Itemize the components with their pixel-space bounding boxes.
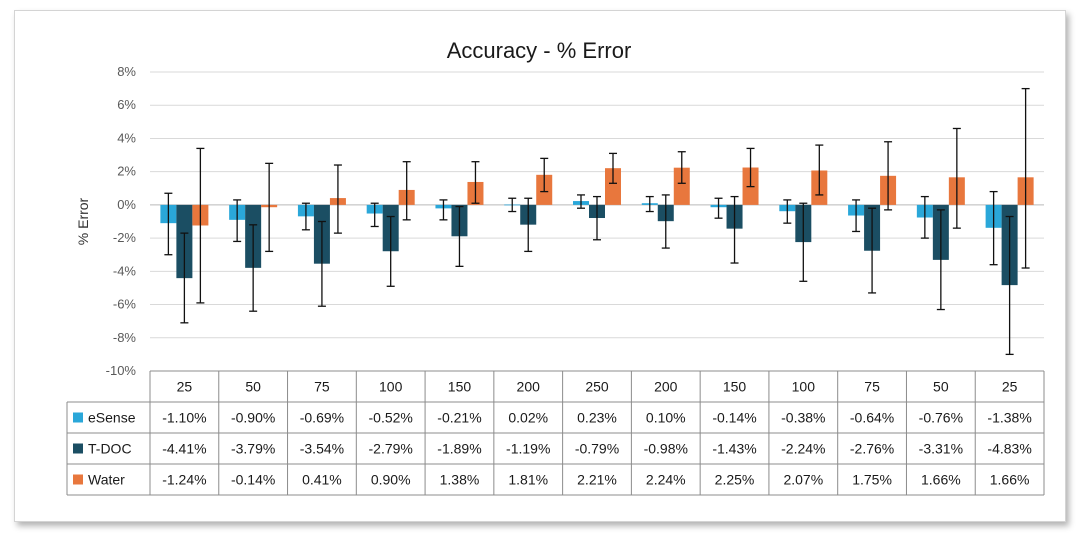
x-category-label: 75 bbox=[314, 379, 330, 395]
data-label: 2.25% bbox=[715, 472, 755, 488]
legend-swatch bbox=[73, 443, 83, 454]
legend-swatch bbox=[73, 474, 83, 485]
x-category-label: 100 bbox=[379, 379, 403, 395]
data-label: -0.76% bbox=[919, 410, 963, 426]
x-category-label: 50 bbox=[245, 379, 261, 395]
data-label: -3.54% bbox=[300, 441, 344, 457]
data-label: -1.38% bbox=[987, 410, 1031, 426]
data-label: 0.02% bbox=[508, 410, 548, 426]
x-category-label: 50 bbox=[933, 379, 949, 395]
data-label: 0.41% bbox=[302, 472, 342, 488]
accuracy-chart: Accuracy - % Error % Error 8% 6% 4% 2% 0% -2% -4… bbox=[66, 38, 1045, 496]
y-tick-label: 6% bbox=[117, 97, 136, 112]
x-category-label: 25 bbox=[177, 379, 193, 395]
y-tick-label: 4% bbox=[117, 130, 136, 145]
y-tick-label: -10% bbox=[106, 363, 137, 378]
x-category-label: 75 bbox=[864, 379, 880, 395]
x-category-label: 200 bbox=[517, 379, 541, 395]
legend-label: Water bbox=[88, 472, 125, 488]
x-category-label: 150 bbox=[448, 379, 472, 395]
chart-title: Accuracy - % Error bbox=[447, 38, 632, 63]
data-label: -2.76% bbox=[850, 441, 894, 457]
y-tick-label: -8% bbox=[113, 330, 137, 345]
data-label: -1.19% bbox=[506, 441, 550, 457]
data-label: -0.69% bbox=[300, 410, 344, 426]
data-label: -1.10% bbox=[162, 410, 206, 426]
x-category-label: 200 bbox=[654, 379, 678, 395]
data-label: 1.66% bbox=[921, 472, 961, 488]
chart-frame: Accuracy - % Error % Error 8% 6% 4% 2% 0% -2% -4… bbox=[14, 10, 1066, 522]
data-label: 0.23% bbox=[577, 410, 617, 426]
data-label: -3.79% bbox=[231, 441, 275, 457]
data-label: -0.64% bbox=[850, 410, 894, 426]
data-label: -0.98% bbox=[644, 441, 688, 457]
data-label: -0.38% bbox=[781, 410, 825, 426]
data-label: 2.21% bbox=[577, 472, 617, 488]
bar-water bbox=[673, 167, 690, 205]
data-label: -4.41% bbox=[162, 441, 206, 457]
data-label: -0.52% bbox=[369, 410, 413, 426]
data-label: 2.24% bbox=[646, 472, 686, 488]
legend-swatch bbox=[73, 412, 83, 423]
x-category-label: 25 bbox=[1002, 379, 1018, 395]
data-label: -0.79% bbox=[575, 441, 619, 457]
data-label: 1.66% bbox=[990, 472, 1030, 488]
data-label: 0.90% bbox=[371, 472, 411, 488]
x-category-label: 150 bbox=[723, 379, 747, 395]
y-tick-label: -2% bbox=[113, 230, 137, 245]
data-label: -2.24% bbox=[781, 441, 825, 457]
data-label: -3.31% bbox=[919, 441, 963, 457]
data-label: -0.14% bbox=[712, 410, 756, 426]
data-label: -0.14% bbox=[231, 472, 275, 488]
y-tick-label: 2% bbox=[117, 164, 136, 179]
y-tick-label: -6% bbox=[113, 297, 137, 312]
data-label: 1.38% bbox=[440, 472, 480, 488]
x-category-label: 100 bbox=[792, 379, 816, 395]
bar-water bbox=[605, 168, 621, 205]
data-label: -1.43% bbox=[712, 441, 756, 457]
data-label: -0.90% bbox=[231, 410, 275, 426]
y-tick-label: -4% bbox=[113, 263, 137, 278]
data-label: 1.75% bbox=[852, 472, 892, 488]
y-tick-label: 0% bbox=[117, 197, 136, 212]
data-label: 1.81% bbox=[508, 472, 548, 488]
x-category-label: 250 bbox=[585, 379, 609, 395]
data-label: -4.83% bbox=[987, 441, 1031, 457]
data-label: -1.24% bbox=[162, 472, 206, 488]
data-label: -2.79% bbox=[369, 441, 413, 457]
data-label: -0.21% bbox=[437, 410, 481, 426]
y-tick-label: 8% bbox=[117, 64, 136, 79]
data-label: 0.10% bbox=[646, 410, 686, 426]
legend-label: eSense bbox=[88, 410, 136, 426]
legend-label: T-DOC bbox=[88, 441, 132, 457]
data-label: 2.07% bbox=[783, 472, 823, 488]
data-label: -1.89% bbox=[437, 441, 481, 457]
y-axis-label: % Error bbox=[75, 197, 91, 245]
